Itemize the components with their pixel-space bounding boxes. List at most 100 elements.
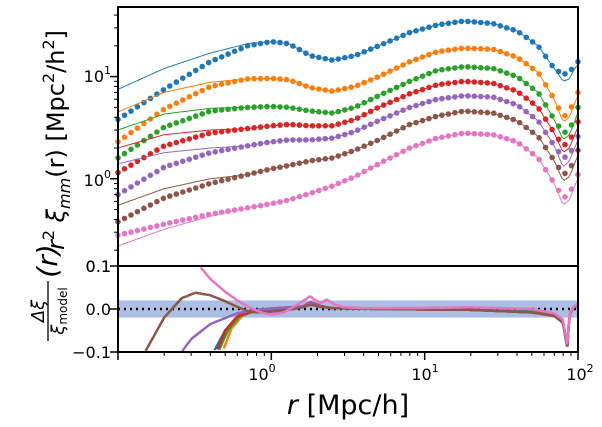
point-pink-62: [516, 141, 523, 147]
point-purple-55: [471, 93, 478, 99]
point-purple-3: [134, 180, 141, 186]
point-pink-26: [283, 197, 290, 204]
point-red-12: [192, 134, 199, 140]
point-red-32: [322, 123, 329, 129]
point-purple-13: [199, 152, 205, 158]
point-orange-68: [555, 105, 562, 111]
point-pink-64: [529, 150, 536, 157]
point-pink-66: [542, 166, 549, 173]
point-purple-29: [303, 137, 309, 143]
point-purple-19: [238, 144, 244, 150]
bottom-panel: 0.1 0.0 −0.1 100 101 102 r [Mpc/h] Δξ ξm…: [28, 244, 594, 421]
bottom-panel-frame: [117, 265, 579, 353]
point-pink-58: [491, 132, 497, 138]
point-pink-22: [257, 202, 264, 209]
point-blue-1: [121, 112, 128, 119]
series-brown: [115, 108, 581, 225]
point-pink-15: [212, 210, 218, 217]
point-pink-39: [367, 165, 374, 171]
point-red-25: [277, 122, 283, 128]
point-pink-7: [160, 221, 167, 228]
top-series-group: [115, 18, 581, 247]
series-red: [115, 78, 581, 176]
point-brown-70: [568, 162, 575, 169]
point-blue-25: [277, 39, 283, 46]
point-pink-5: [147, 224, 154, 231]
point-purple-67: [549, 139, 555, 146]
point-blue-14: [205, 59, 212, 66]
point-orange-20: [244, 76, 251, 82]
residual-label-denominator: ξmodel: [48, 287, 70, 335]
point-red-13: [199, 132, 205, 139]
point-orange-67: [549, 92, 555, 99]
point-blue-10: [180, 75, 186, 81]
point-pink-23: [264, 201, 270, 208]
point-brown-69: [562, 170, 568, 177]
point-blue-27: [290, 43, 296, 49]
point-pink-51: [445, 133, 452, 139]
point-purple-5: [147, 172, 154, 179]
point-red-23: [264, 123, 270, 130]
point-brown-7: [160, 195, 167, 202]
point-red-68: [555, 136, 562, 143]
point-purple-44: [400, 107, 406, 113]
point-orange-13: [199, 87, 205, 94]
point-brown-12: [192, 185, 199, 191]
point-pink-70: [568, 186, 575, 192]
point-brown-26: [283, 163, 290, 169]
point-orange-57: [484, 46, 491, 52]
point-pink-57: [484, 131, 491, 138]
point-red-50: [439, 81, 445, 87]
point-purple-35: [342, 131, 348, 138]
point-pink-46: [413, 142, 419, 149]
point-purple-9: [173, 160, 180, 167]
point-pink-43: [393, 151, 400, 158]
point-blue-24: [270, 39, 277, 45]
point-green-18: [231, 105, 238, 112]
point-blue-26: [283, 40, 290, 47]
point-blue-31: [316, 54, 322, 61]
point-blue-38: [361, 49, 368, 55]
point-red-39: [367, 108, 374, 115]
point-blue-22: [257, 40, 264, 47]
point-blue-68: [555, 68, 562, 75]
top-lower-tick-label: 0.1: [86, 257, 111, 276]
point-green-44: [400, 81, 406, 88]
point-orange-18: [231, 78, 238, 85]
point-orange-48: [426, 51, 432, 58]
point-green-10: [180, 117, 186, 124]
point-blue-55: [471, 19, 478, 25]
xtick-label-1: 100: [248, 362, 275, 384]
point-orange-34: [335, 87, 342, 93]
point-red-41: [380, 102, 387, 108]
point-green-5: [147, 133, 154, 140]
point-green-19: [238, 105, 244, 111]
residual-line-pink: [199, 266, 578, 345]
point-purple-20: [244, 143, 251, 149]
point-brown-8: [167, 193, 173, 199]
point-red-48: [426, 84, 432, 91]
point-green-29: [303, 107, 309, 114]
bottom-ytick-label-neg: −0.1: [72, 343, 111, 362]
point-purple-43: [393, 110, 400, 116]
bottom-y-ticks: [110, 265, 118, 353]
point-brown-16: [218, 177, 225, 184]
point-pink-33: [329, 183, 335, 189]
point-green-47: [419, 73, 426, 79]
point-blue-66: [542, 53, 549, 60]
point-brown-56: [478, 109, 484, 115]
point-blue-45: [406, 29, 413, 36]
point-orange-49: [432, 49, 439, 56]
point-red-33: [329, 123, 335, 129]
point-pink-50: [439, 134, 445, 140]
point-red-8: [167, 141, 173, 148]
point-brown-15: [212, 179, 218, 186]
point-brown-66: [542, 144, 549, 151]
point-blue-61: [510, 27, 516, 33]
point-green-41: [380, 90, 387, 97]
point-blue-30: [309, 53, 316, 59]
point-green-55: [471, 64, 478, 71]
point-brown-37: [354, 146, 361, 152]
point-pink-69: [562, 194, 568, 200]
point-green-11: [186, 115, 193, 122]
